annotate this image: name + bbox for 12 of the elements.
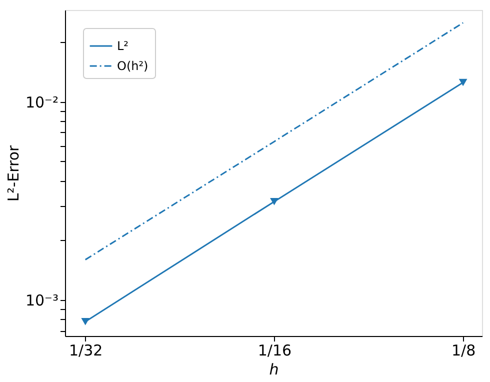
point <box>458 78 468 86</box>
legend-label: O(h²) <box>117 59 148 73</box>
point <box>270 198 278 206</box>
x-tick-label: 1/32 <box>69 342 103 360</box>
x-axis-title: h <box>269 360 279 378</box>
legend-label: L² <box>117 39 129 53</box>
y-axis-title: L²-Error <box>4 144 22 202</box>
y-tick-label: 10⁻³ <box>25 292 58 310</box>
y-tick-label: 10⁻² <box>25 93 58 112</box>
x-tick-label: 1/8 <box>451 342 476 360</box>
x-tick-label: 1/16 <box>258 342 292 360</box>
point <box>81 318 90 326</box>
